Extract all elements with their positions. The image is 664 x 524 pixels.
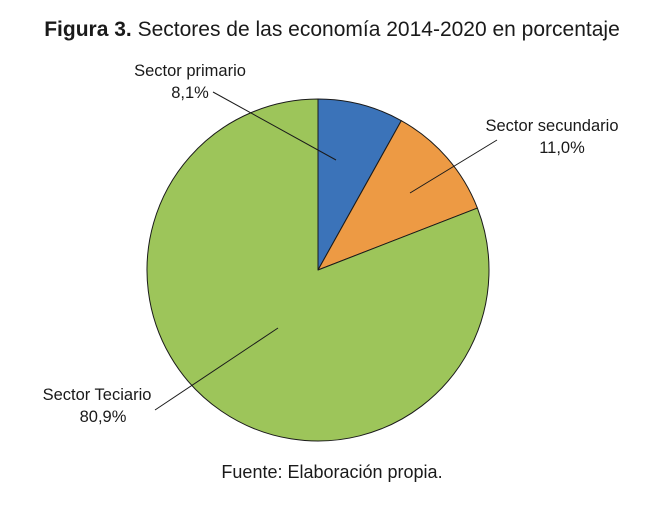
slice-value-secundario: 11,0% [539, 139, 585, 157]
pie-slice-secundario [317, 120, 478, 271]
chart-title-text: Sectores de las economía 2014-2020 en po… [137, 18, 620, 41]
slice-value-primario: 8,1% [171, 84, 209, 102]
leader-line-terciario [154, 327, 279, 411]
slice-value-terciario: 80,9% [80, 408, 127, 426]
pie-slice-terciario [146, 98, 490, 442]
leader-line-primario [212, 91, 337, 161]
pie-slices [146, 98, 490, 442]
slice-label-secundario: Sector secundario [486, 117, 619, 135]
chart-source: Fuente: Elaboración propia. [221, 462, 443, 482]
leader-lines [154, 91, 498, 411]
figure-number: Figura 3. [44, 18, 132, 41]
slice-label-primario: Sector primario [134, 62, 246, 80]
slice-labels: Sector primario 8,1% Sector secundario 11,0… [43, 62, 619, 426]
slice-label-terciario: Sector Teciario [43, 386, 152, 404]
chart-title: Figura 3. Sectores de las economía 2014-… [0, 18, 664, 42]
leader-line-secundario [409, 139, 498, 194]
